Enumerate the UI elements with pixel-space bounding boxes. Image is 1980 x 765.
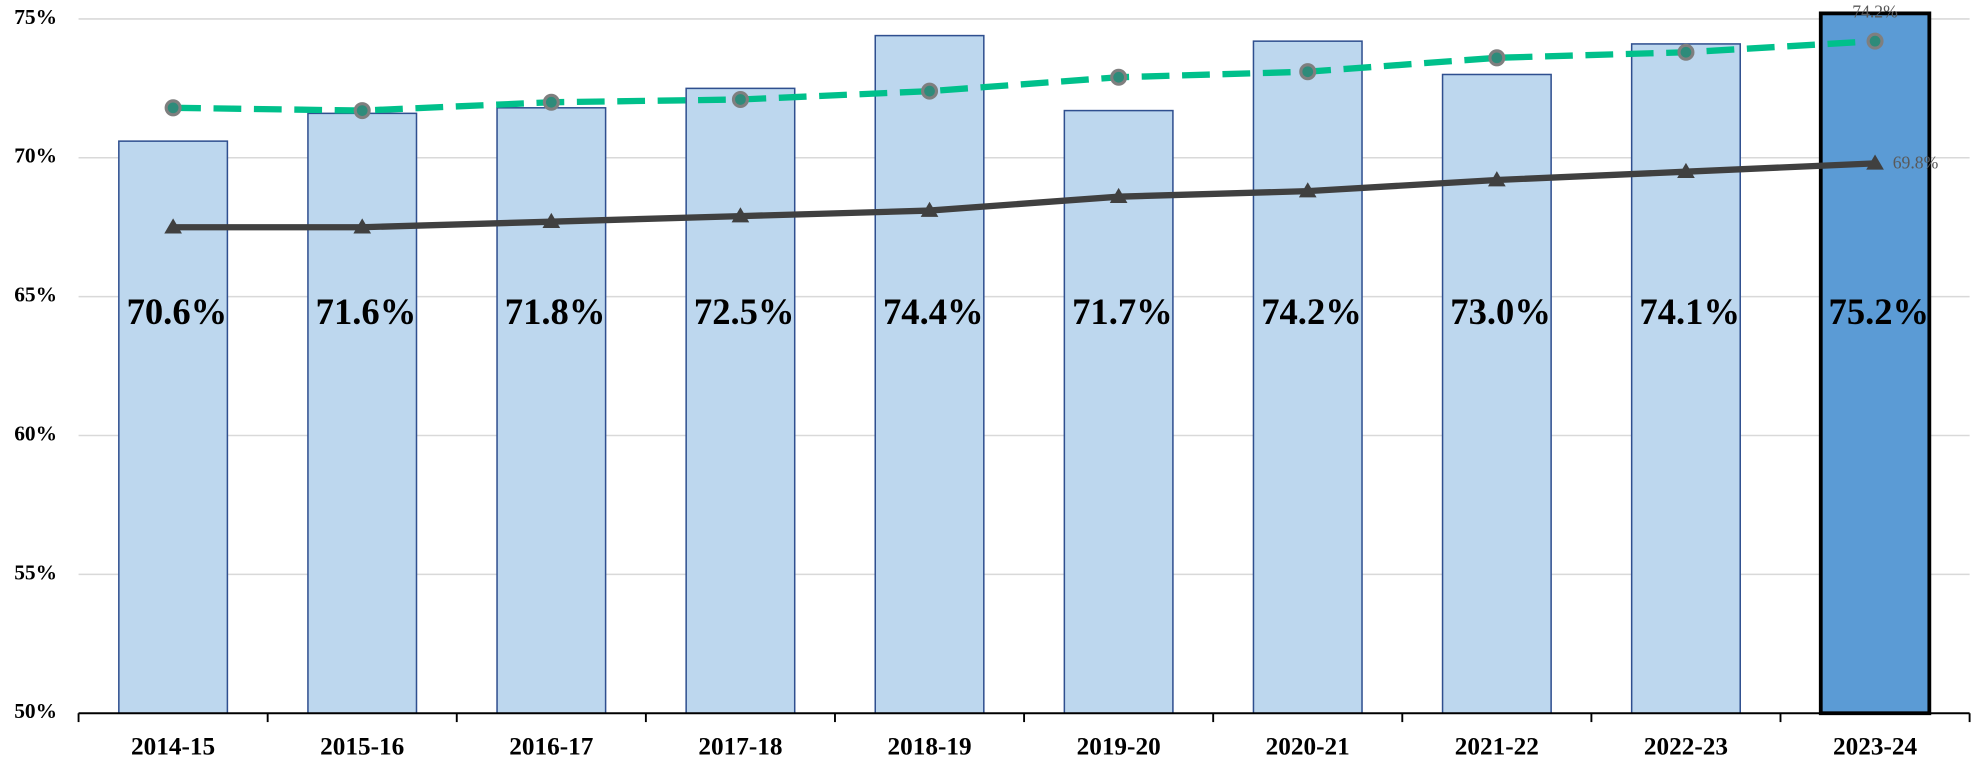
line-marker	[1298, 182, 1317, 198]
bar	[1063, 109, 1174, 714]
line-marker	[542, 212, 561, 228]
bar	[1630, 43, 1741, 715]
x-tick-label: 2022-23	[1644, 733, 1728, 760]
y-tick-label: 70%	[14, 144, 57, 168]
bar-value-label: 71.6%	[316, 291, 417, 332]
trend-line	[173, 160, 1876, 231]
line-marker	[731, 207, 750, 223]
x-tick-label: 2020-21	[1266, 733, 1350, 760]
bar-value-label: 73.0%	[1450, 291, 1551, 332]
x-tick-label: 2017-18	[698, 733, 782, 760]
y-tick-label: 60%	[14, 421, 57, 445]
y-tick-label: 55%	[14, 560, 57, 584]
line-marker	[1488, 171, 1506, 187]
line-marker	[1299, 63, 1317, 81]
line-marker	[353, 218, 372, 234]
x-tick-label: 2018-19	[887, 733, 971, 760]
bar-value-label: 70.6%	[127, 291, 228, 332]
bar	[874, 34, 985, 714]
line-marker	[1488, 49, 1506, 67]
line-marker	[1677, 162, 1695, 178]
x-tick-label: 2015-16	[320, 733, 404, 760]
line-marker	[1110, 68, 1128, 86]
bar-value-label: 72.5%	[694, 291, 795, 332]
y-tick-label: 75%	[14, 5, 57, 29]
line-marker	[731, 90, 749, 108]
bar	[496, 107, 607, 715]
line-marker	[920, 201, 939, 217]
line-value-label: 74.2%	[1852, 1, 1898, 21]
line-marker	[921, 82, 939, 100]
x-tick-label: 2023-24	[1833, 733, 1917, 760]
bar	[685, 87, 796, 714]
line-marker	[164, 218, 182, 234]
bar	[1441, 73, 1552, 714]
line-marker	[542, 93, 560, 111]
line-marker	[353, 102, 371, 120]
bar	[307, 112, 418, 715]
x-tick-label: 2019-20	[1077, 733, 1161, 760]
x-tick-label: 2021-22	[1455, 733, 1539, 760]
x-tick-label: 2016-17	[509, 733, 593, 760]
bar	[1252, 40, 1363, 715]
y-tick-label: 65%	[14, 283, 57, 307]
y-tick-label: 50%	[14, 699, 57, 723]
bar-value-label: 71.7%	[1072, 291, 1173, 332]
line-marker	[1109, 187, 1128, 203]
line-marker	[1866, 154, 1884, 170]
line-marker	[164, 99, 182, 117]
line-value-label: 69.8%	[1893, 153, 1939, 173]
x-tick-label: 2014-15	[131, 733, 215, 760]
bar-value-label: 74.4%	[883, 291, 984, 332]
bar-value-label: 74.1%	[1639, 291, 1740, 332]
bar-value-label: 74.2%	[1261, 291, 1362, 332]
bar-value-label: 75.2%	[1829, 291, 1930, 332]
line-marker	[1677, 43, 1695, 61]
trend-line	[173, 38, 1876, 114]
bar-value-label: 71.8%	[505, 291, 606, 332]
bar	[1818, 11, 1932, 716]
line-marker	[1866, 32, 1884, 50]
